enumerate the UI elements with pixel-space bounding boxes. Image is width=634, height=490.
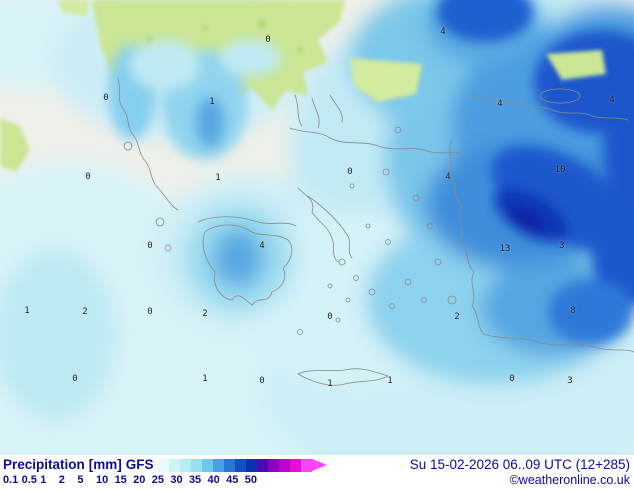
map-canvas <box>0 0 634 455</box>
coastlines <box>117 77 634 386</box>
scale-value: 20 <box>133 474 146 486</box>
scale-value: 5 <box>77 474 84 486</box>
scale-value: 0.5 <box>21 474 37 486</box>
scale-value: 15 <box>114 474 127 486</box>
scale-value: 40 <box>207 474 220 486</box>
color-scale <box>158 459 327 472</box>
scale-segment <box>257 459 268 472</box>
scale-value: 1 <box>40 474 47 486</box>
scale-segment <box>158 459 169 472</box>
legend-unit: [mm] <box>88 457 122 472</box>
scale-value: 10 <box>95 474 109 486</box>
valid-time: Su 15-02-2026 06..09 UTC (12+285) <box>409 457 630 472</box>
scale-segment <box>202 459 213 472</box>
scale-segment <box>268 459 279 472</box>
scale-segment <box>279 459 290 472</box>
scale-value: 35 <box>188 474 202 486</box>
scale-value: 50 <box>244 474 257 486</box>
precip-over-land <box>108 40 280 160</box>
legend-right: Su 15-02-2026 06..09 UTC (12+285) ©weath… <box>410 457 630 488</box>
scale-segment <box>180 459 191 472</box>
legend-title: Precipitation <box>3 457 85 472</box>
scale-segment <box>246 459 257 472</box>
legend-model: GFS <box>125 457 154 472</box>
scale-segment <box>213 459 224 472</box>
copyright: ©weatheronline.co.uk <box>509 473 630 487</box>
legend-bar: Precipitation [mm] GFS 0.1 0.5 1 2 5 10 15 20 25 30… <box>0 455 634 490</box>
scale-segment <box>235 459 246 472</box>
scale-value: 2 <box>58 474 65 486</box>
scale-values: 0.1 0.5 1 2 5 10 15 20 25 30 35 40 45 50 <box>3 474 263 486</box>
scale-segment <box>169 459 180 472</box>
scale-segment <box>224 459 235 472</box>
heavy-precip-bands <box>437 0 634 344</box>
scale-arrow-icon <box>312 459 327 471</box>
scale-value: 0.1 <box>3 474 19 486</box>
scale-value: 45 <box>226 474 239 486</box>
precipitation-map: 0 4 0 1 4 4 10 0 1 0 4 0 4 13 3 1 2 0 2 0 2 8 0 1 0 1 1 0 3 <box>0 0 634 455</box>
scale-segment <box>191 459 202 472</box>
scale-value: 25 <box>151 474 164 486</box>
scale-segment <box>290 459 301 472</box>
legend-title-row: Precipitation [mm] GFS <box>3 457 158 472</box>
scale-segment <box>301 459 312 472</box>
scale-value: 30 <box>170 474 183 486</box>
